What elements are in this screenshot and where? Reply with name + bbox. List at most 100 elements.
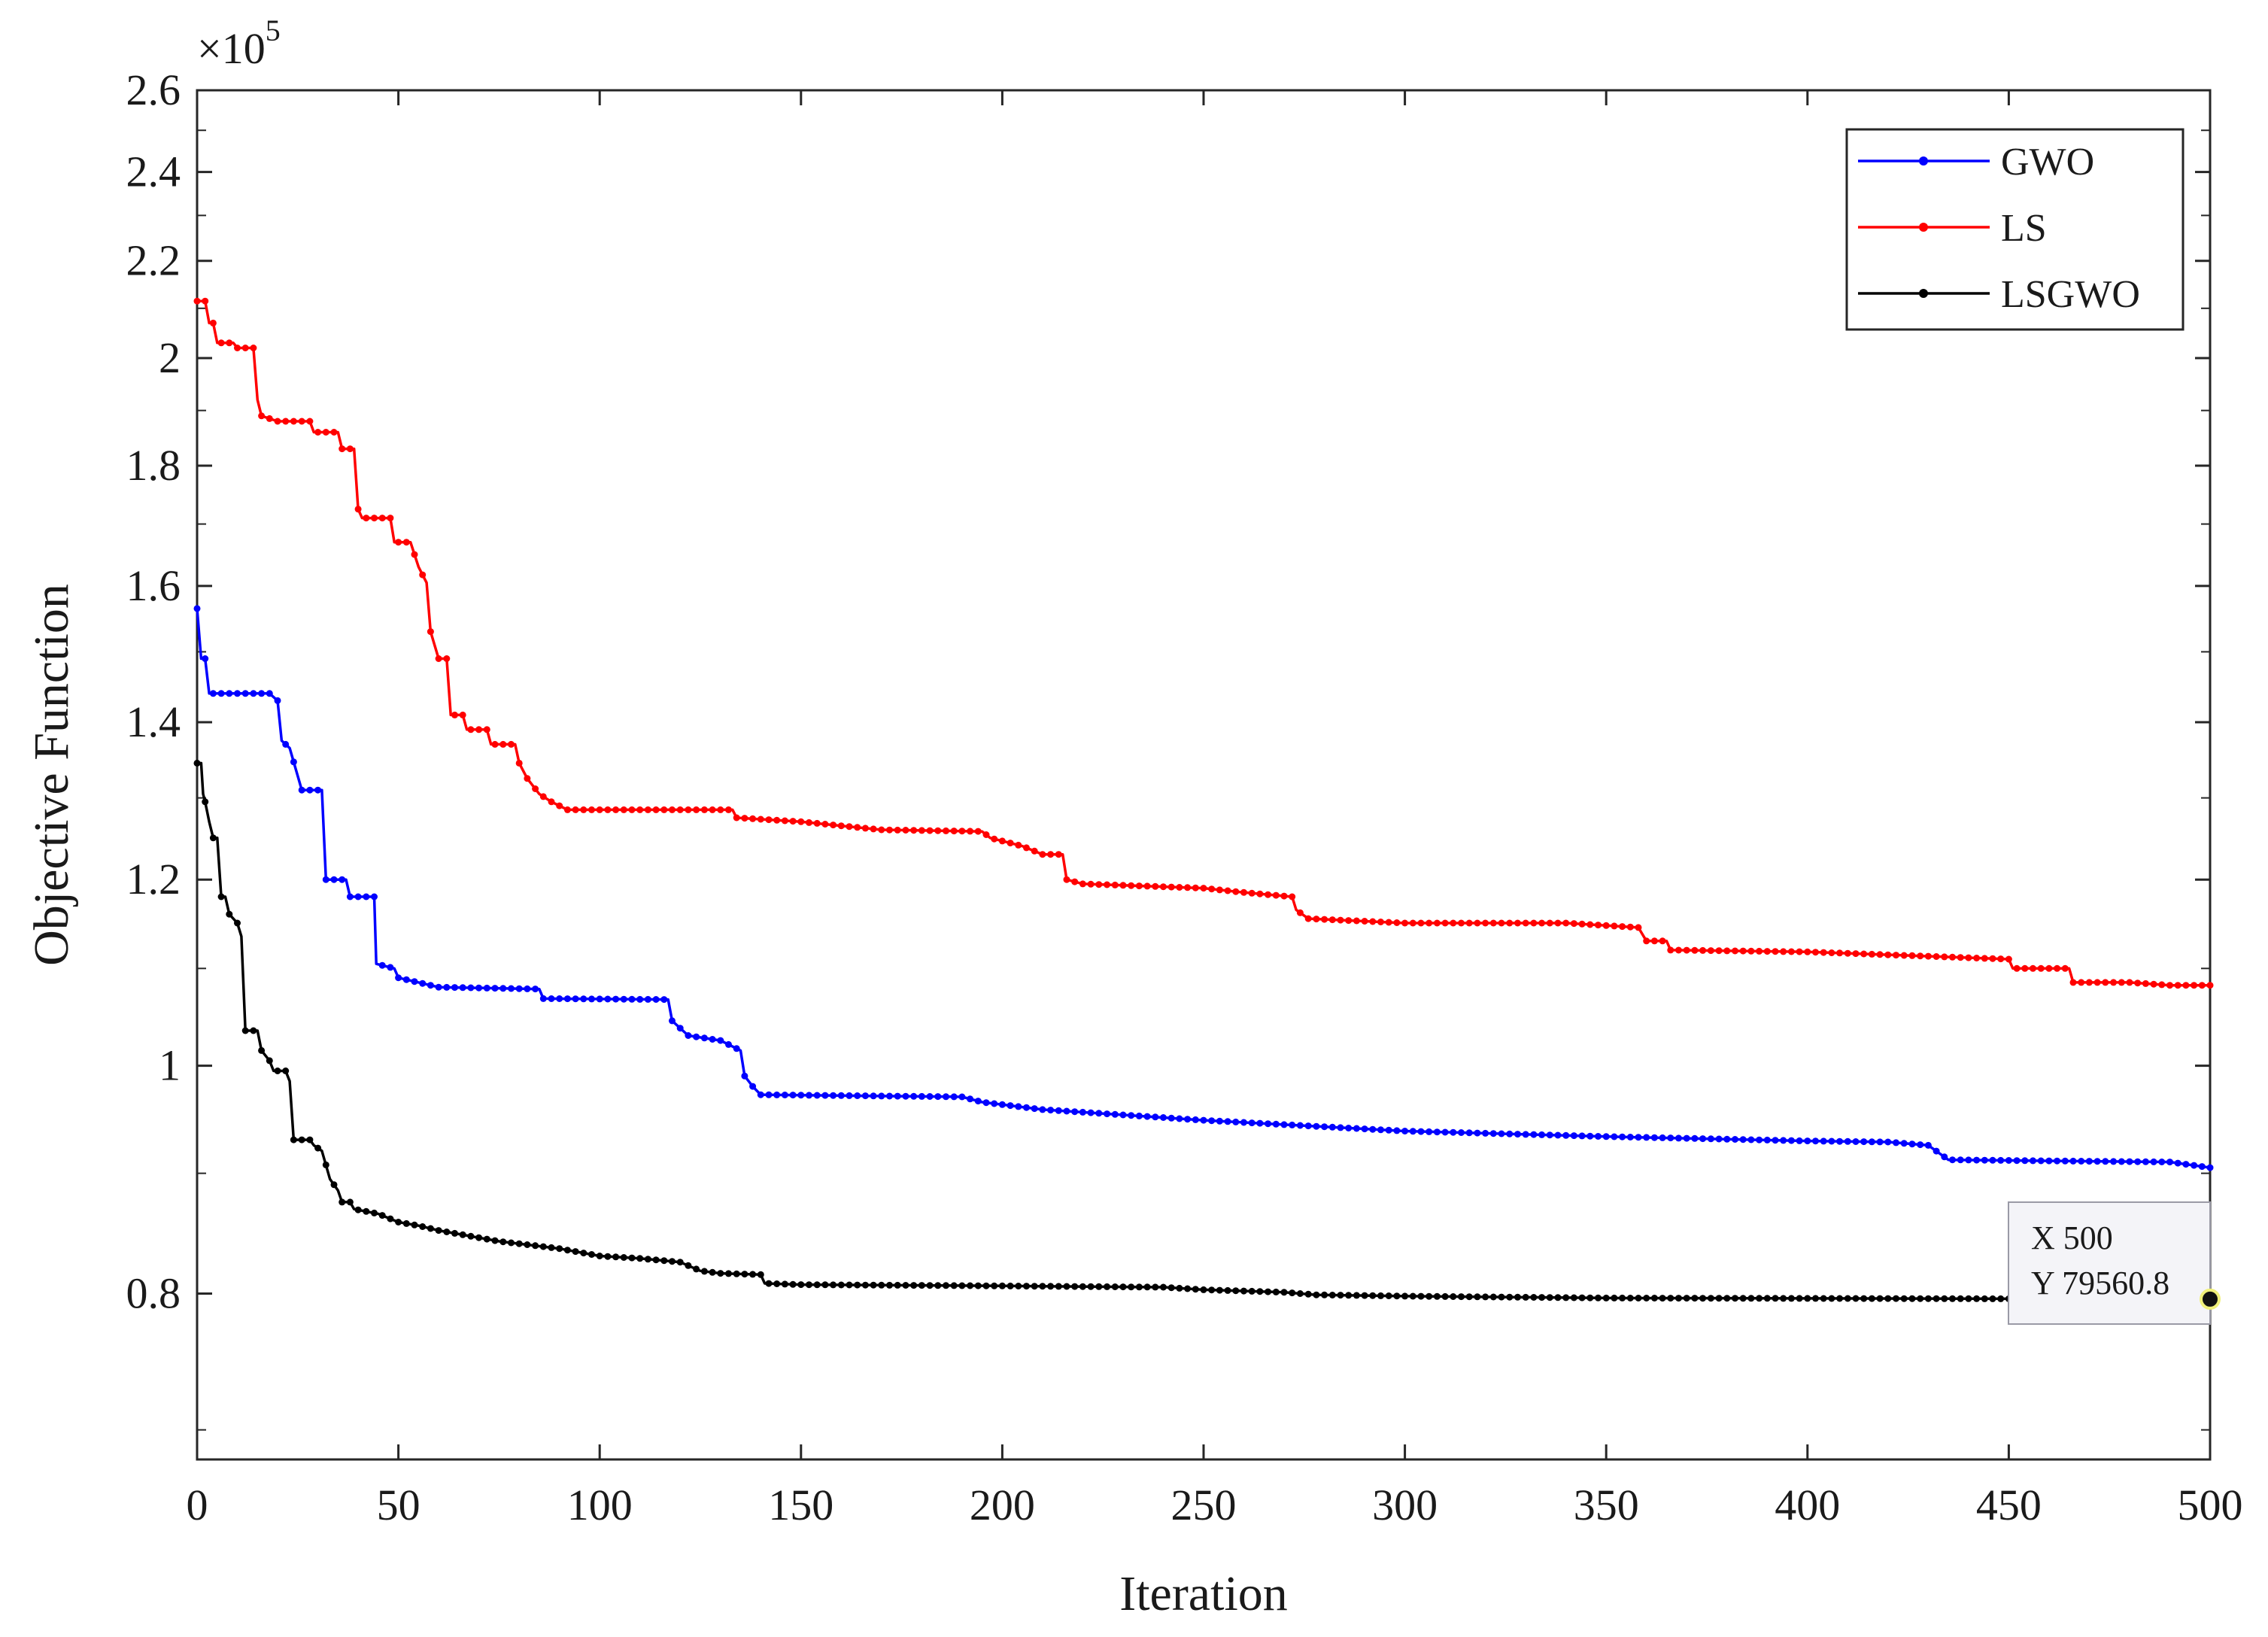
axis-labels: Iteration Objective Function ×105	[24, 14, 1288, 1621]
series-point-lsgwo	[339, 1198, 346, 1206]
series-point-gwo	[1602, 1133, 1610, 1140]
series-point-ls	[2198, 982, 2206, 989]
series-point-lsgwo	[982, 1282, 990, 1289]
series-point-lsgwo	[1650, 1295, 1658, 1301]
series-point-gwo	[974, 1098, 982, 1105]
series-point-gwo	[1739, 1136, 1747, 1143]
series-point-lsgwo	[548, 1244, 555, 1251]
x-tick-label: 500	[2178, 1481, 2243, 1529]
series-point-gwo	[861, 1092, 869, 1100]
series-point-gwo	[910, 1092, 918, 1100]
series-point-ls	[773, 816, 781, 824]
datatip-box[interactable]: X 500 Y 79560.8	[2008, 1201, 2211, 1325]
series-point-gwo	[1184, 1116, 1192, 1123]
series-point-ls	[2037, 964, 2045, 972]
legend-item-gwo[interactable]: GWO	[1858, 141, 2094, 184]
series-point-ls	[612, 806, 620, 813]
series-point-ls	[1474, 919, 1481, 927]
series-point-ls	[339, 445, 346, 453]
series-point-gwo	[1047, 1107, 1055, 1114]
series-point-ls	[2174, 982, 2181, 989]
series-point-ls	[1884, 951, 1892, 958]
series-point-ls	[741, 815, 748, 822]
series-point-lsgwo	[1498, 1293, 1505, 1301]
series-point-ls	[918, 827, 925, 834]
series-point-gwo	[387, 964, 394, 971]
datatip-marker[interactable]	[2200, 1288, 2221, 1310]
series-point-lsgwo	[1128, 1283, 1135, 1291]
series-point-ls	[234, 345, 241, 351]
series-point-gwo	[2078, 1158, 2085, 1165]
series-point-ls	[1482, 919, 1489, 927]
series-point-ls	[1893, 952, 1899, 959]
series-point-lsgwo	[556, 1245, 563, 1253]
series-point-lsgwo	[499, 1238, 507, 1246]
series-point-gwo	[1401, 1128, 1409, 1134]
series-point-ls	[1192, 884, 1199, 891]
series-point-lsgwo	[934, 1282, 942, 1289]
series-point-gwo	[813, 1092, 821, 1099]
series-point-lsgwo	[290, 1136, 297, 1143]
series-point-lsgwo	[1602, 1294, 1610, 1301]
legend[interactable]: GWO LS LSGWO	[1845, 128, 2185, 331]
series-point-gwo	[1208, 1117, 1216, 1125]
series-point-ls	[620, 806, 627, 813]
series-point-ls	[1989, 955, 1996, 962]
series-point-gwo	[1876, 1138, 1884, 1146]
series-point-gwo	[1787, 1137, 1795, 1144]
series-point-gwo	[700, 1034, 708, 1042]
series-point-gwo	[451, 984, 458, 992]
series-point-ls	[1176, 884, 1183, 891]
series-point-lsgwo	[846, 1281, 853, 1289]
series-point-lsgwo	[411, 1221, 418, 1229]
series-point-ls	[378, 515, 386, 522]
series-point-ls	[652, 806, 660, 813]
series-point-ls	[846, 823, 853, 831]
series-point-ls	[596, 806, 603, 813]
series-point-gwo	[1321, 1123, 1328, 1131]
series-point-ls	[717, 806, 724, 813]
series-point-lsgwo	[1924, 1295, 1932, 1302]
series-point-ls	[459, 711, 466, 718]
series-point-ls	[878, 826, 885, 834]
series-point-ls	[1104, 881, 1111, 888]
series-point-lsgwo	[1465, 1293, 1473, 1301]
series-point-gwo	[1933, 1147, 1940, 1155]
series-point-ls	[1498, 919, 1505, 927]
series-point-ls	[644, 806, 651, 813]
series-point-ls	[1353, 917, 1360, 925]
legend-item-ls[interactable]: LS	[1858, 207, 2047, 250]
series-point-gwo	[2030, 1157, 2036, 1165]
series-point-gwo	[846, 1092, 853, 1099]
series-point-gwo	[709, 1036, 716, 1043]
series-point-ls	[1578, 920, 1586, 928]
series-point-gwo	[902, 1092, 909, 1100]
series-point-gwo	[314, 786, 322, 794]
datatip-y-label: Y 79560.8	[2031, 1265, 2169, 1301]
series-point-gwo	[1989, 1156, 1996, 1164]
series-point-ls	[998, 837, 1006, 845]
series-point-lsgwo	[1917, 1295, 1924, 1302]
series-point-lsgwo	[1337, 1292, 1344, 1299]
series-point-gwo	[1369, 1125, 1377, 1133]
series-point-gwo	[1167, 1114, 1175, 1122]
series-point-lsgwo	[1353, 1292, 1360, 1299]
series-point-gwo	[402, 976, 410, 983]
series-point-lsgwo	[1272, 1288, 1280, 1295]
series-point-gwo	[837, 1092, 845, 1099]
series-point-gwo	[967, 1095, 974, 1103]
series-point-ls	[854, 824, 861, 831]
series-point-lsgwo	[789, 1280, 797, 1288]
series-point-gwo	[821, 1092, 829, 1099]
series-point-ls	[958, 828, 966, 835]
series-point-ls	[1715, 947, 1723, 955]
legend-item-lsgwo[interactable]: LSGWO	[1858, 273, 2140, 316]
series-point-gwo	[652, 996, 660, 1003]
series-point-ls	[861, 825, 869, 832]
series-point-gwo	[588, 995, 595, 1003]
series-point-gwo	[1844, 1137, 1851, 1145]
series-point-gwo	[1675, 1134, 1682, 1142]
series-point-gwo	[508, 985, 515, 992]
series-point-lsgwo	[1675, 1295, 1682, 1302]
series-point-ls	[363, 515, 370, 522]
